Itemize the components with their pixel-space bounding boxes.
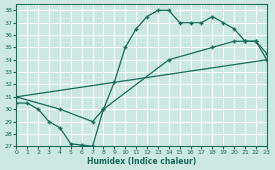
X-axis label: Humidex (Indice chaleur): Humidex (Indice chaleur) bbox=[87, 157, 196, 166]
